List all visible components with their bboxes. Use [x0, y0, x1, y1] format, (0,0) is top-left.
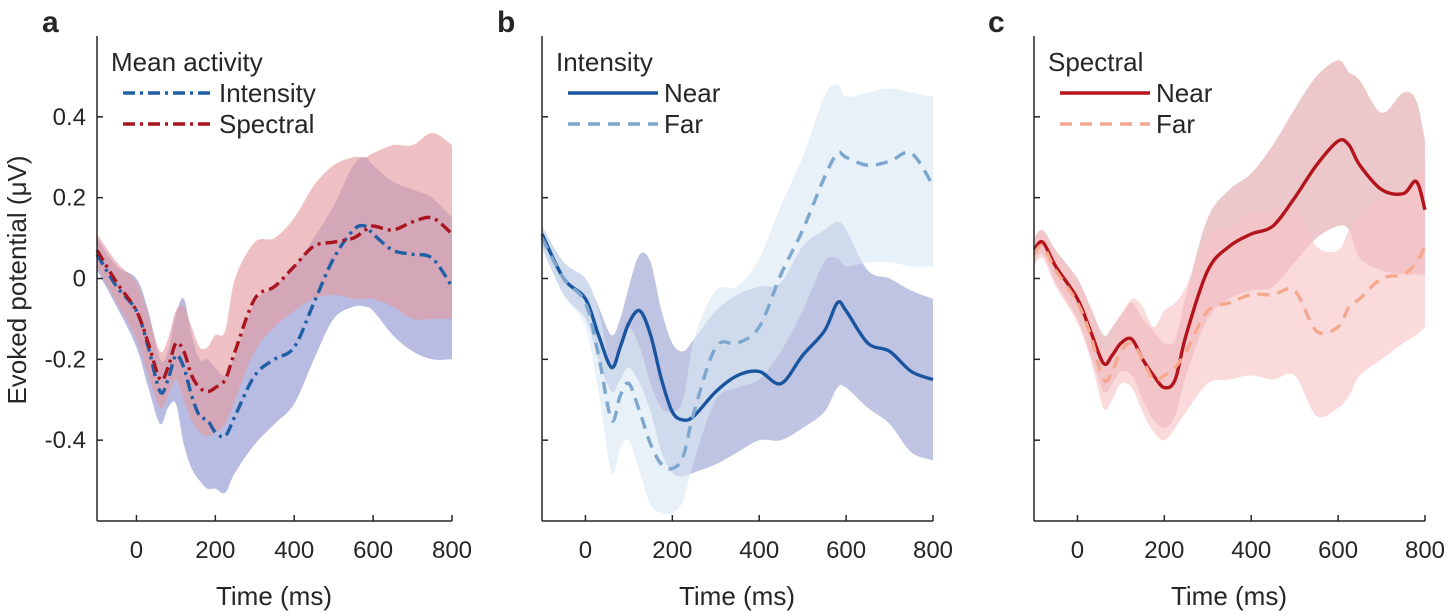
legend-label-c-far: Far — [1156, 109, 1195, 139]
x-tick-label-b: 200 — [652, 537, 692, 564]
panel-letter-b: b — [497, 6, 515, 39]
series-line-a-spectral — [95, 215, 454, 394]
x-tick-label-b: 400 — [739, 537, 779, 564]
series-line-c-near — [1032, 138, 1427, 390]
x-tick-label-c: 600 — [1318, 537, 1358, 564]
x-tick-label-a: 800 — [432, 537, 472, 564]
x-tick-label-c: 200 — [1144, 537, 1184, 564]
series-line-c-far — [1032, 244, 1427, 384]
x-tick-label-a: 400 — [274, 537, 314, 564]
x-tick-label-b: 800 — [913, 537, 953, 564]
y-tick-label: -0.4 — [45, 427, 86, 454]
x-tick-label-b: 600 — [826, 537, 866, 564]
panel-letter-a: a — [42, 6, 59, 39]
series-line-b-far — [540, 150, 935, 471]
series-line-a-intensity — [95, 223, 454, 439]
x-tick-label-a: 200 — [195, 537, 235, 564]
y-tick-label: 0 — [73, 266, 86, 293]
legend-label-c-near: Near — [1156, 78, 1213, 108]
x-axis-title-a: Time (ms) — [216, 581, 332, 611]
legend-label-b-far: Far — [664, 109, 703, 139]
y-axis-title: Evoked potential (μV) — [2, 155, 32, 404]
y-tick-label: 0.2 — [53, 185, 86, 212]
y-tick-label: -0.2 — [45, 346, 86, 373]
panel-a: a 0 200 400 600 800 -0.4 -0.2 0 0.2 0.4 Mean acti… — [42, 6, 472, 611]
x-tick-label-a: 0 — [130, 537, 143, 564]
x-tick-label-c: 400 — [1231, 537, 1271, 564]
legend-title-c: Spectral — [1048, 47, 1143, 77]
y-tick-label: 0.4 — [53, 104, 86, 131]
legend-title-a: Mean activity — [111, 47, 263, 77]
legend-title-b: Intensity — [556, 47, 653, 77]
legend-label-a-intensity: Intensity — [219, 78, 316, 108]
x-axis-title-c: Time (ms) — [1171, 581, 1287, 611]
x-tick-label-c: 800 — [1405, 537, 1445, 564]
legend-label-a-spectral: Spectral — [219, 109, 314, 139]
x-tick-label-a: 600 — [353, 537, 393, 564]
x-tick-label-c: 0 — [1071, 537, 1084, 564]
legend-label-b-near: Near — [664, 78, 721, 108]
panel-letter-c: c — [988, 6, 1005, 39]
x-axis-title-b: Time (ms) — [679, 581, 795, 611]
x-tick-label-b: 0 — [579, 537, 592, 564]
